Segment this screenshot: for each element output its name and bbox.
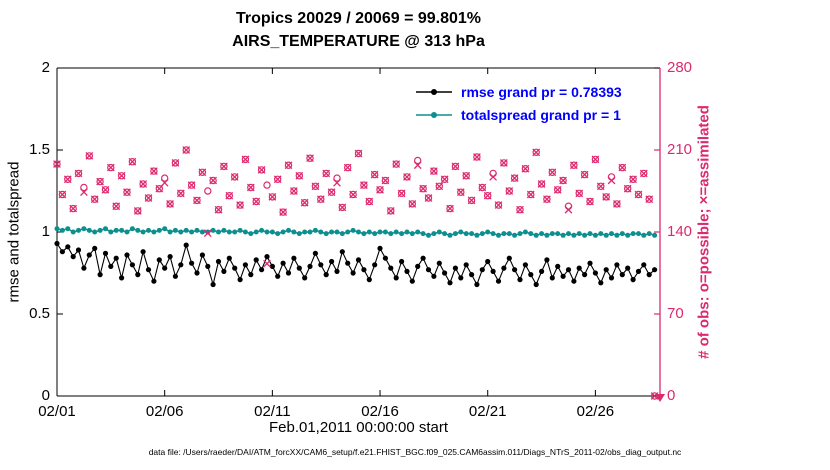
legend-sample-totalspread-icon [416,111,452,118]
right-y-tick-label-140: 140 [667,223,693,240]
chart-title-line1: Tropics 20029 / 20069 = 99.801% [235,10,482,27]
legend-row-totalspread: totalspread grand pr = 1 [415,103,622,126]
left-y-tick-label-1: 1 [41,223,50,240]
x-tick-label-02/06: 02/06 [145,403,184,420]
left-y-tick-label-1.5: 1.5 [29,141,50,158]
x-axis-label: Feb.01,2011 00:00:00 start [268,419,449,436]
data-file-caption: data file: /Users/raeder/DAI/ATM_forcXX/… [148,447,682,457]
legend-label-totalspread: totalspread grand pr = 1 [461,106,621,123]
legend-label-rmse: rmse grand pr = 0.78393 [461,83,622,100]
x-tick-label-02/11: 02/11 [254,403,291,420]
legend: rmse grand pr = 0.78393 totalspread gran… [415,80,622,126]
right-y-tick-label-0: 0 [667,387,676,404]
legend-sample-rmse-icon [416,88,452,95]
right-y-tick-label-70: 70 [667,305,684,322]
right-y-tick-label-280: 280 [667,59,693,76]
x-tick-label-02/21: 02/21 [468,403,507,420]
left-y-tick-label-0: 0 [41,387,50,404]
x-tick-label-02/16: 02/16 [361,403,399,420]
x-tick-label-02/26: 02/26 [576,403,615,420]
left-y-tick-label-0.5: 0.5 [29,305,50,322]
legend-row-rmse: rmse grand pr = 0.78393 [415,80,622,103]
chart-title-line2: AIRS_TEMPERATURE @ 313 hPa [232,33,485,50]
left-y-tick-label-2: 2 [41,59,50,76]
x-tick-label-02/01: 02/01 [38,403,76,420]
right-y-tick-label-210: 210 [667,141,693,158]
